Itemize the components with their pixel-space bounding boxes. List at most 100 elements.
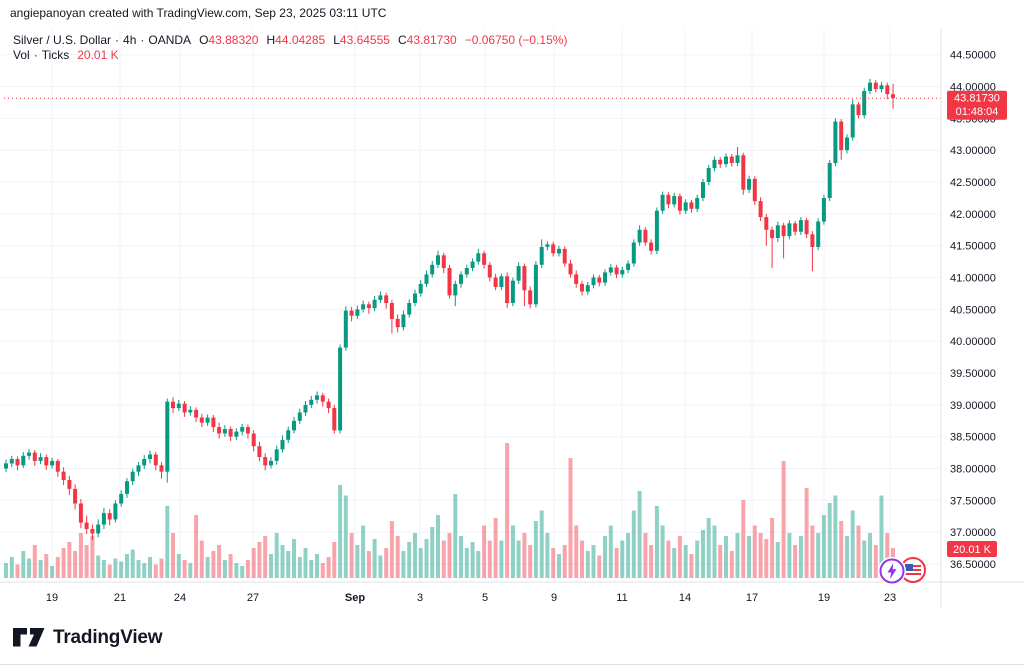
candle-body (470, 261, 475, 268)
volume-bar (286, 551, 291, 578)
candles-layer (4, 78, 895, 540)
volume-bar (326, 557, 331, 578)
volume-bar (148, 557, 152, 578)
volume-bar (695, 540, 700, 578)
volume-bar (649, 545, 654, 578)
price-axis[interactable]: 36.50000 37.00000 37.50000 38.00000 38.50000… (950, 50, 996, 571)
time-axis-label: 14 (679, 592, 691, 604)
open-value: 43.88320 (208, 33, 259, 47)
volume-bar (620, 540, 625, 578)
volume-bar (303, 548, 308, 578)
candle-body (499, 276, 504, 288)
volume-bar (263, 536, 268, 578)
time-axis-label: 19 (818, 592, 830, 604)
price-axis-label: 41.50000 (950, 241, 996, 253)
candle-body (873, 82, 878, 90)
price-axis-label: 38.00000 (950, 464, 996, 476)
volume-bar (885, 533, 890, 578)
time-axis[interactable]: 19 21 24 27 Sep 3 5 9 11 14 17 19 23 (46, 592, 896, 604)
candle-body (90, 529, 95, 534)
volume-bar (752, 525, 757, 578)
volume-bar (879, 495, 884, 578)
volume-bar (119, 561, 124, 578)
volume-bar (545, 533, 550, 578)
volume-bar (384, 548, 389, 578)
footer-bar: TradingView (0, 611, 1024, 665)
candle-body (614, 267, 619, 275)
volume-bar (9, 557, 14, 578)
candle-body (430, 264, 435, 275)
candle-body (125, 481, 129, 494)
candle-body (9, 459, 14, 464)
volume-bar (424, 539, 429, 578)
candle-body (355, 309, 360, 316)
candle-body (528, 290, 533, 305)
volume-bar (810, 525, 815, 578)
candle-body (199, 417, 204, 423)
candle-body (539, 247, 544, 265)
symbol-legend: Silver / U.S. Dollar · 4h · OANDA O43.88320 H4… (13, 33, 567, 63)
volume-bar (251, 548, 256, 578)
candle-body (332, 408, 337, 431)
interval-label[interactable]: 4h (123, 33, 137, 47)
volume-bar (269, 554, 273, 578)
price-axis-label: 44.50000 (950, 50, 996, 62)
volume-bar (493, 518, 498, 578)
candle-body (752, 178, 757, 202)
candle-body (418, 283, 423, 294)
volume-bar (522, 533, 527, 578)
volume-bar (274, 533, 279, 578)
volume-bar (407, 542, 412, 578)
candle-body (522, 266, 527, 291)
candle-body (67, 480, 72, 489)
candle-body (568, 263, 573, 275)
candle-body (274, 449, 279, 461)
candle-body (176, 403, 181, 409)
candle-body (21, 455, 26, 466)
candle-body (706, 168, 711, 182)
legend-separator: · (115, 33, 120, 47)
candle-body (551, 244, 556, 254)
low-letter: L (333, 33, 340, 47)
volume-bar (568, 458, 573, 578)
volume-bar (464, 548, 469, 578)
volume-bar (683, 545, 688, 578)
candle-body (476, 253, 481, 262)
volume-bar (528, 545, 533, 578)
chart-pane[interactable]: 36.50000 37.00000 37.50000 38.00000 38.50000… (0, 0, 1024, 612)
open-letter: O (199, 33, 209, 47)
candle-body (816, 221, 821, 247)
candle-body (712, 159, 717, 169)
candle-body (643, 229, 648, 243)
volume-bar (125, 554, 129, 578)
volume-bar (73, 551, 78, 578)
candle-body (61, 471, 66, 480)
candle-body (459, 274, 463, 284)
candle-body (148, 454, 152, 459)
candle-body (326, 401, 331, 409)
candle-body (683, 202, 688, 211)
volume-bar (603, 536, 607, 578)
volume-bar (482, 525, 487, 578)
candle-body (603, 272, 607, 283)
candle-body (833, 121, 838, 163)
volume-bar (315, 554, 319, 578)
candle-body (608, 267, 613, 273)
tradingview-logo[interactable]: TradingView (13, 627, 163, 649)
candle-body (689, 202, 694, 209)
candle-body (222, 429, 227, 434)
volume-bar (510, 525, 515, 578)
time-axis-label: 23 (884, 592, 896, 604)
volume-bar (677, 536, 682, 578)
price-axis-label: 36.50000 (950, 559, 996, 571)
symbol-title[interactable]: Silver / U.S. Dollar (13, 33, 112, 47)
price-axis-label: 44.00000 (950, 82, 996, 94)
volume-bar (228, 554, 233, 578)
candle-body (626, 263, 631, 270)
candle-body (856, 104, 861, 116)
volume-bar (839, 521, 844, 578)
candle-body (868, 82, 872, 91)
exchange-label[interactable]: OANDA (148, 33, 192, 47)
candle-body (516, 266, 521, 281)
volume-bar (67, 542, 72, 578)
